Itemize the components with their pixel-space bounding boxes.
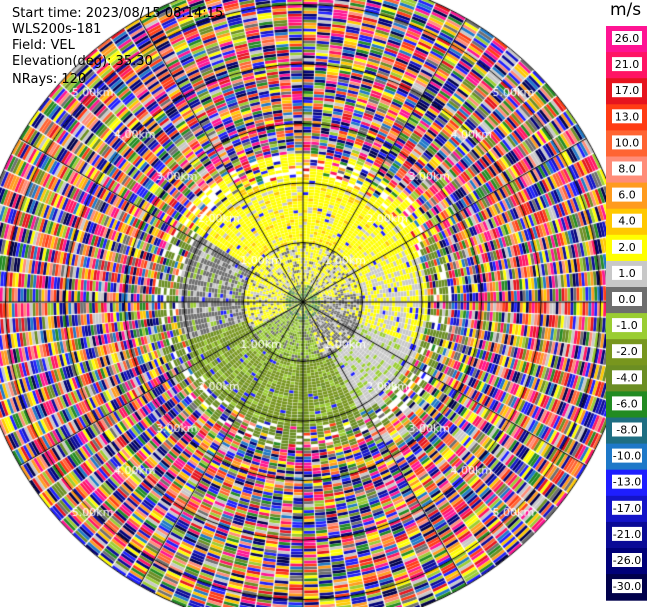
colorbar-tick-bg — [612, 500, 642, 515]
colorbar-tick-label: 13.0 — [615, 110, 640, 123]
colorbar-tick-label: 10.0 — [615, 136, 640, 149]
colorbar-tick-bg — [612, 161, 642, 176]
colorbar-tick-bg — [612, 292, 642, 306]
colorbar-unit-label: m/s — [610, 0, 642, 20]
colorbar-tick-label: 26.0 — [615, 32, 640, 45]
colorbar-tick-label: -4.0 — [616, 371, 637, 384]
colorbar-tick-bg — [612, 213, 642, 228]
colorbar-tick-bg — [612, 579, 642, 594]
colorbar-tick-bg — [612, 109, 642, 124]
colorbar-tick-bg — [612, 448, 642, 463]
colorbar-tick-bg — [612, 31, 642, 45]
colorbar-tick-bg — [612, 135, 642, 150]
colorbar-tick-bg — [612, 474, 642, 489]
start-time-label: Start time: 2023/08/15 08:14:15 — [12, 6, 224, 21]
colorbar-tick-bg — [612, 396, 642, 411]
colorbar: 26.0 21.0 17.0 13.0 10.0 8.0 6.0 4.0 2.0 1.0 0.0 -1… — [606, 26, 647, 601]
colorbar-tick-bg — [612, 57, 642, 72]
ppi-radar-plot — [0, 0, 606, 607]
nrays-label: NRays: 120 — [12, 72, 87, 87]
colorbar-tick-bg — [612, 239, 642, 254]
colorbar-tick-label: 4.0 — [618, 215, 636, 228]
colorbar-tick-label: -6.0 — [616, 397, 637, 410]
field-label: Field: VEL — [12, 38, 75, 53]
colorbar-tick-bg — [612, 344, 642, 359]
colorbar-tick-label: 6.0 — [618, 189, 636, 202]
colorbar-tick-bg — [612, 265, 642, 280]
colorbar-tick-label: -8.0 — [616, 424, 637, 437]
colorbar-tick-bg — [612, 370, 642, 385]
colorbar-tick-label: -1.0 — [616, 319, 637, 332]
colorbar-tick-label: -21.0 — [613, 528, 641, 541]
colorbar-tick-label: 2.0 — [618, 241, 636, 254]
colorbar-tick-bg — [612, 318, 642, 333]
colorbar-tick-label: 0.0 — [618, 293, 636, 306]
colorbar-tick-label: 17.0 — [615, 84, 640, 97]
elevation-label: Elevation(deg): 35.30 — [12, 54, 153, 69]
colorbar-tick-bg — [612, 187, 642, 202]
instrument-label: WLS200s-181 — [12, 22, 102, 37]
colorbar-tick-label: -17.0 — [613, 502, 641, 515]
colorbar-tick-label: -30.0 — [613, 580, 641, 593]
colorbar-tick-label: -2.0 — [616, 345, 637, 358]
colorbar-tick-label: 21.0 — [615, 58, 640, 71]
colorbar-tick-label: -10.0 — [613, 450, 641, 463]
colorbar-tick-label: -13.0 — [613, 476, 641, 489]
colorbar-tick-bg — [612, 526, 642, 541]
colorbar-tick-bg — [612, 422, 642, 437]
colorbar-tick-label: 8.0 — [618, 163, 636, 176]
colorbar-tick-label: 1.0 — [618, 267, 636, 280]
colorbar-tick-bg — [612, 83, 642, 98]
colorbar-tick-label: -26.0 — [613, 554, 641, 567]
colorbar-tick-bg — [612, 553, 642, 567]
